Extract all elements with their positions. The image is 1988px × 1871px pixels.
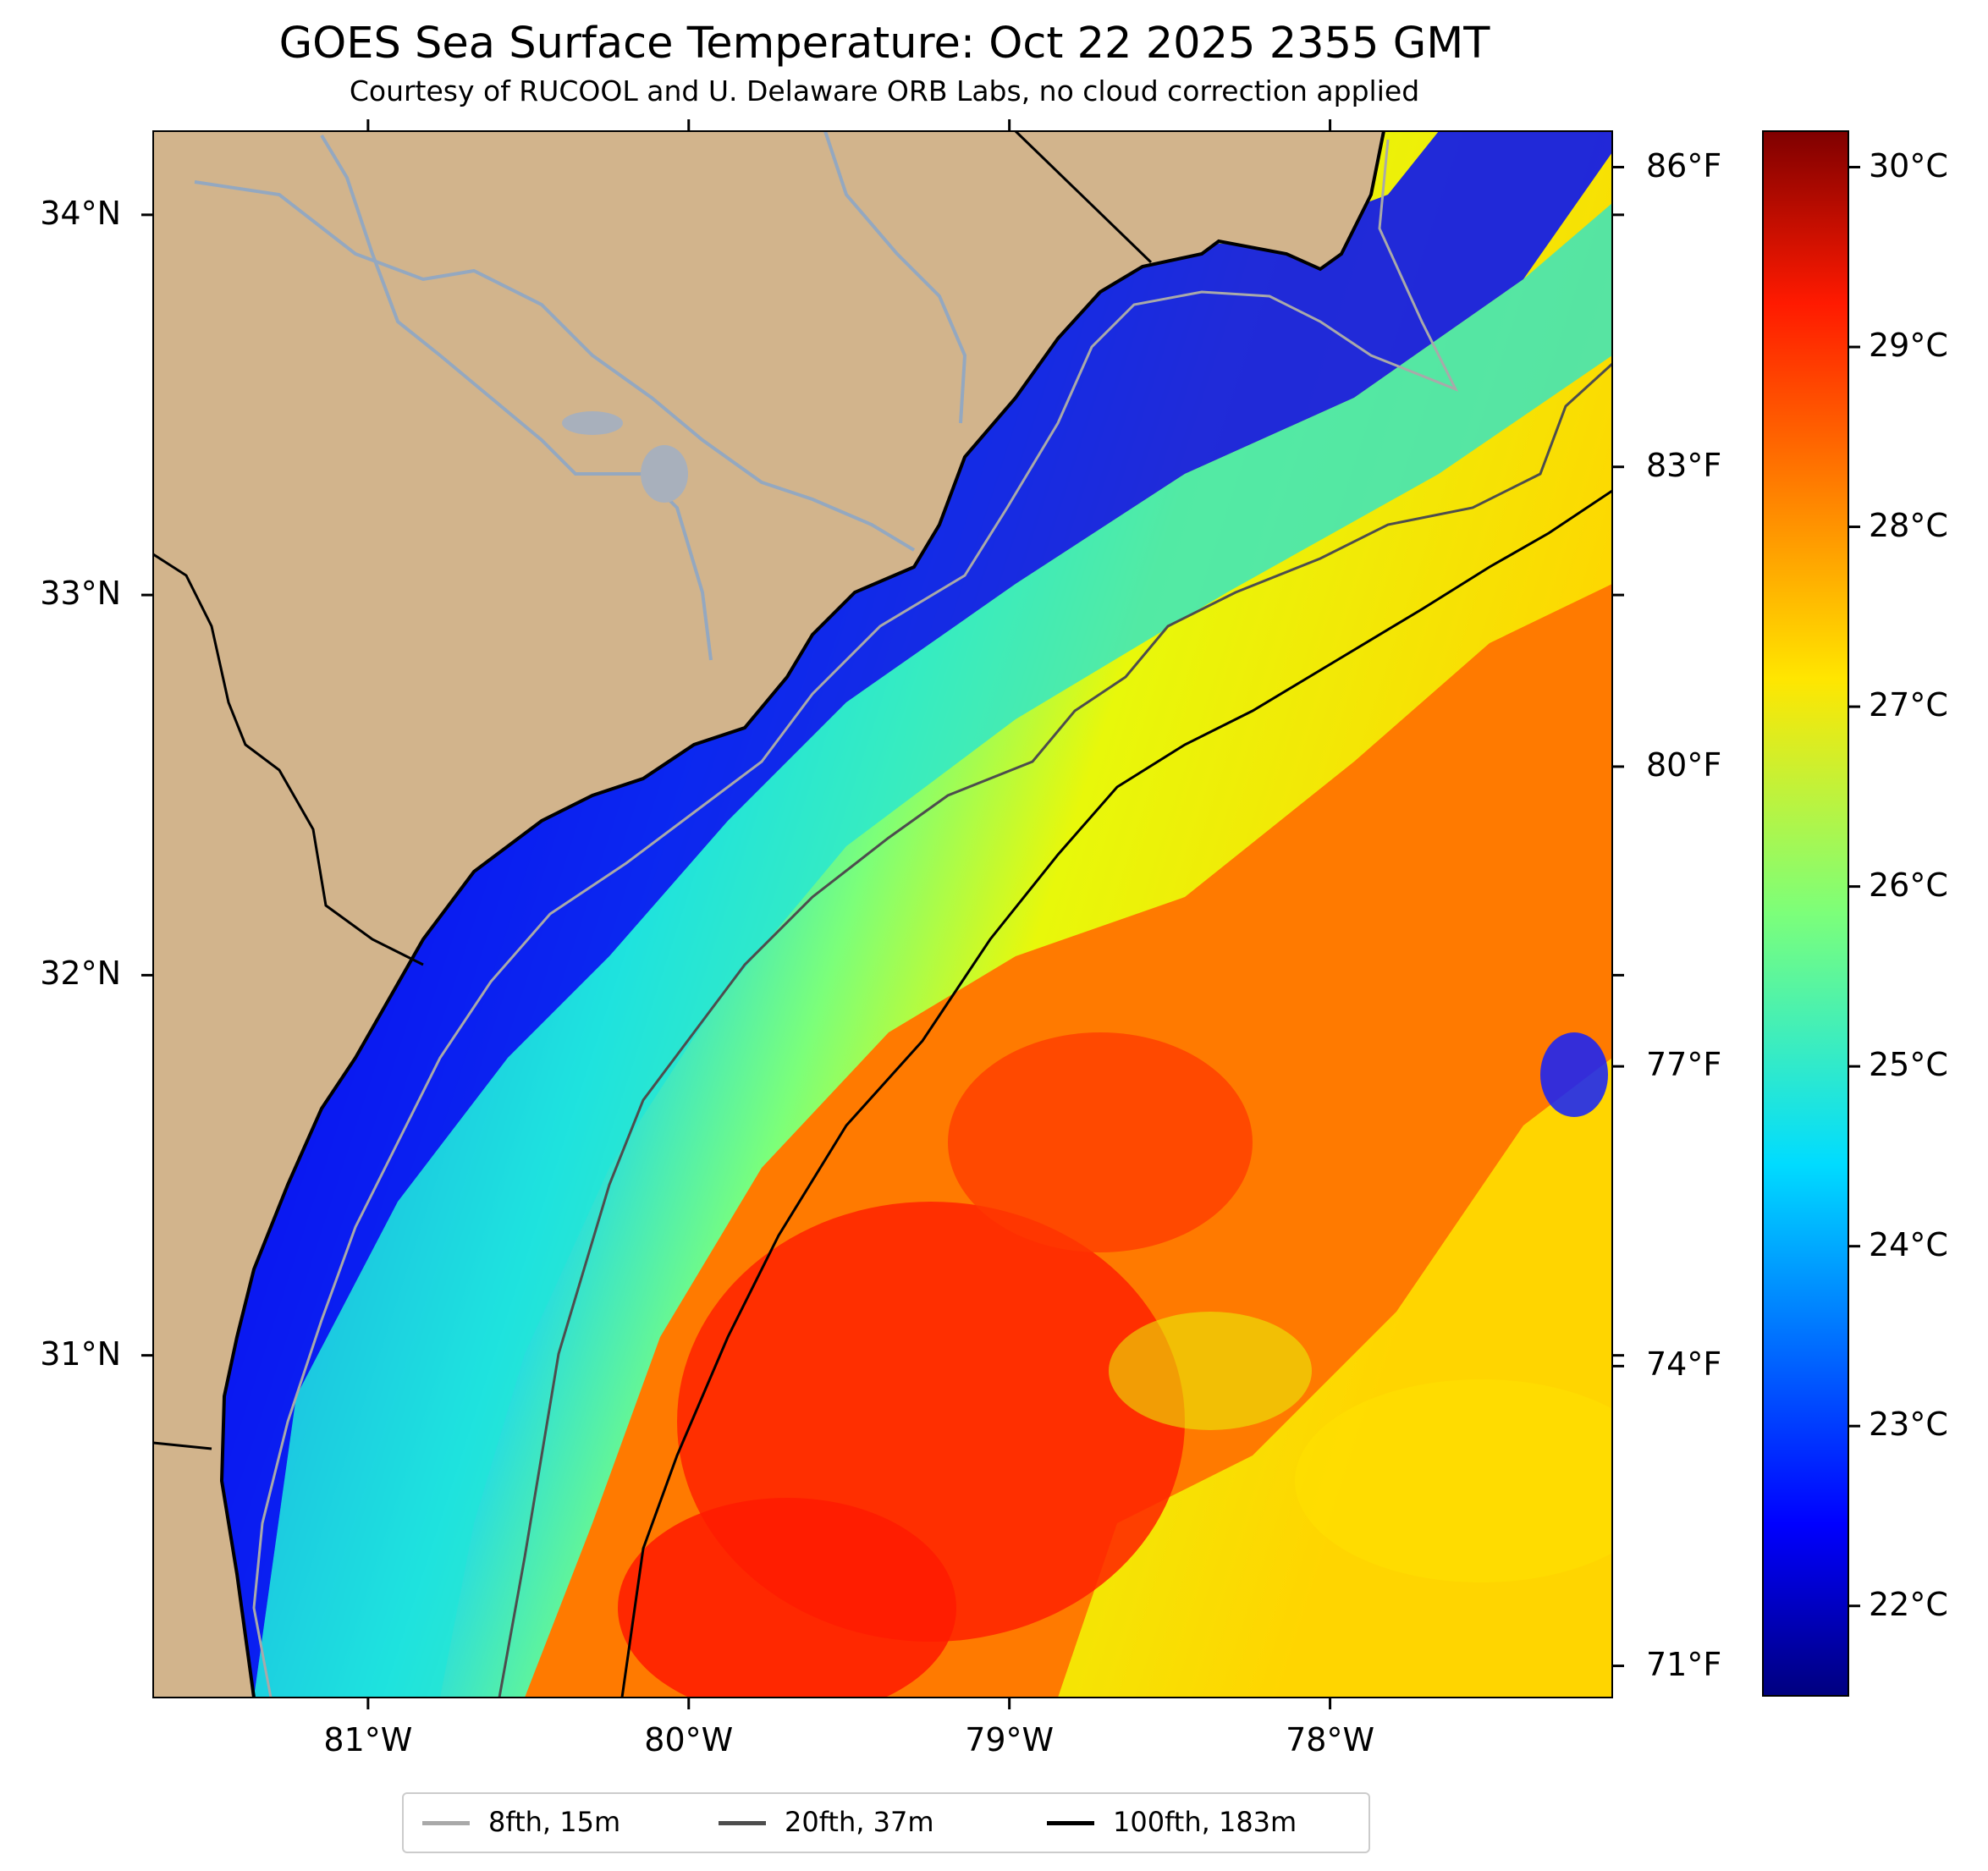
legend-label-100fth: 100fth, 183m [1113, 1806, 1297, 1838]
state-boundary [153, 1441, 212, 1450]
legend-label-20fth: 20fth, 37m [785, 1806, 934, 1838]
colorbar-tick-label: 30°C [1869, 146, 1948, 184]
legend-swatch-20fth [719, 1821, 766, 1825]
isobath-183m [620, 489, 1612, 1698]
colorbar-tick-label: 28°C [1869, 506, 1948, 544]
fahrenheit-tick-label: 80°F [1646, 746, 1722, 784]
legend-label-8fth: 8fth, 15m [488, 1806, 621, 1838]
isobath-15m [252, 139, 1459, 1698]
colorbar-tick-label: 27°C [1869, 686, 1948, 724]
isobath-37m [498, 362, 1612, 1698]
river [320, 134, 713, 661]
lon-tick-label: 81°W [323, 1721, 413, 1758]
colorbar-tick-label: 25°C [1869, 1046, 1948, 1084]
fahrenheit-tick-label: 77°F [1646, 1046, 1722, 1084]
land-mass [153, 131, 1384, 1698]
fahrenheit-tick-label: 86°F [1646, 146, 1722, 184]
fahrenheit-tick-label: 71°F [1646, 1645, 1722, 1683]
coastline [219, 131, 1385, 1698]
legend-swatch-8fth [422, 1821, 470, 1825]
colorbar-tick-label: 23°C [1869, 1406, 1948, 1444]
lat-tick-label: 32°N [40, 955, 121, 993]
lon-tick-label: 79°W [965, 1721, 1055, 1758]
legend-swatch-100fth [1047, 1821, 1094, 1825]
lat-tick-label: 33°N [40, 575, 121, 613]
colorbar-tick-label: 22°C [1869, 1585, 1948, 1623]
lat-tick-label: 34°N [40, 194, 121, 232]
fahrenheit-tick-label: 74°F [1646, 1345, 1722, 1384]
lon-tick-label: 78°W [1286, 1721, 1375, 1758]
lat-tick-label: 31°N [40, 1334, 121, 1373]
colorbar-tick-label: 29°C [1869, 327, 1948, 365]
figure-title: GOES Sea Surface Temperature: Oct 22 202… [278, 19, 1490, 69]
river [194, 180, 916, 552]
fahrenheit-tick-label: 83°F [1646, 446, 1722, 484]
colorbar-tick-label: 24°C [1869, 1225, 1948, 1263]
colorbar-tick-label: 26°C [1869, 866, 1948, 904]
colorbar [1762, 130, 1849, 1697]
shelf-cyan-water [254, 203, 1612, 1698]
state-boundary [1014, 131, 1153, 264]
river [823, 131, 967, 424]
lon-tick-label: 80°W [644, 1721, 734, 1758]
isobath-legend: 8fth, 15m 20fth, 37m 100fth, 183m [402, 1792, 1370, 1853]
figure-subtitle: Courtesy of RUCOOL and U. Delaware ORB L… [349, 74, 1420, 107]
state-boundary [153, 553, 424, 966]
